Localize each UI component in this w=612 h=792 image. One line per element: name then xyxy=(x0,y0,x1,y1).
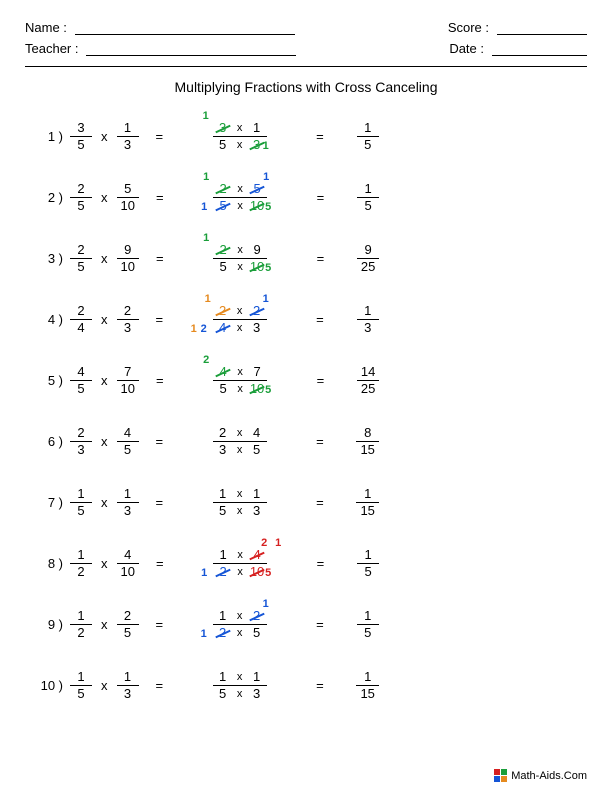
times-op: x xyxy=(101,434,108,449)
times-op: x xyxy=(101,495,108,510)
problem-number: 2 ) xyxy=(25,190,67,205)
problem-number: 1 ) xyxy=(25,129,67,144)
equals: = xyxy=(317,251,325,266)
answer: 15 xyxy=(338,120,398,153)
equals: = xyxy=(156,617,164,632)
answer: 13 xyxy=(338,303,398,336)
work-cell: 4x725 5x10 xyxy=(178,364,303,397)
problem-row: 1 ) 35 x 13 = 3x111 5x3 = 15 xyxy=(25,109,587,163)
times-op: x xyxy=(101,129,108,144)
equals: = xyxy=(317,556,325,571)
equals: = xyxy=(156,495,164,510)
equals: = xyxy=(317,373,325,388)
work-cell: 2x21112 4x3 xyxy=(177,303,302,336)
problem-number: 4 ) xyxy=(25,312,67,327)
footer-text: Math-Aids.Com xyxy=(511,770,587,782)
equals: = xyxy=(316,312,324,327)
problem-row: 4 ) 24 x 23 = 2x21112 4x3 = 13 xyxy=(25,292,587,346)
times-op: x xyxy=(101,556,108,571)
times-op: x xyxy=(101,190,108,205)
equals: = xyxy=(156,678,164,693)
problem-number: 9 ) xyxy=(25,617,67,632)
score-line xyxy=(497,34,587,35)
teacher-label: Teacher : xyxy=(25,41,78,56)
answer: 925 xyxy=(338,242,398,275)
equals: = xyxy=(316,434,324,449)
problem-row: 3 ) 25 x 910 = 2x915 5x10 = 925 xyxy=(25,231,587,285)
answer: 1425 xyxy=(338,364,398,397)
header-row-1: Name : Score : xyxy=(25,20,587,35)
name-label: Name : xyxy=(25,20,67,35)
times-op: x xyxy=(101,373,108,388)
problem-number: 10 ) xyxy=(25,678,67,693)
equals: = xyxy=(317,190,325,205)
problem-number: 3 ) xyxy=(25,251,67,266)
work-cell: 3x111 5x3 xyxy=(177,120,302,153)
equals: = xyxy=(156,251,164,266)
equals: = xyxy=(156,373,164,388)
problem-number: 6 ) xyxy=(25,434,67,449)
date-label: Date : xyxy=(449,41,484,56)
work-cell: 2x51115 5x10 xyxy=(178,181,303,214)
answer: 15 xyxy=(338,608,398,641)
answer: 115 xyxy=(338,669,398,702)
problems-container: 1 ) 35 x 13 = 3x111 5x3 = 15 2 ) 25 x 51… xyxy=(25,109,587,712)
times-op: x xyxy=(101,617,108,632)
work-cell: 1x211 2x5 xyxy=(177,608,302,641)
times-op: x xyxy=(101,251,108,266)
footer-icon xyxy=(494,769,507,782)
teacher-line xyxy=(86,55,296,56)
problem-row: 8 ) 12 x 410 = 1x42115 2x10 = 15 xyxy=(25,536,587,590)
answer: 15 xyxy=(338,547,398,580)
problem-row: 2 ) 25 x 510 = 2x51115 5x10 = 15 xyxy=(25,170,587,224)
problem-row: 9 ) 12 x 25 = 1x211 2x5 = 15 xyxy=(25,597,587,651)
problem-row: 10 ) 15 x 13 = 1x1 5x3 = 115 xyxy=(25,658,587,712)
work-cell: 2x915 5x10 xyxy=(178,242,303,275)
header-row-2: Teacher : Date : xyxy=(25,41,587,56)
date-field: Date : xyxy=(449,41,587,56)
equals: = xyxy=(156,556,164,571)
problem-row: 5 ) 45 x 710 = 4x725 5x10 = 1425 xyxy=(25,353,587,407)
work-cell: 1x1 5x3 xyxy=(177,486,302,519)
date-line xyxy=(492,55,587,56)
work-cell: 2x4 3x5 xyxy=(177,425,302,458)
equals: = xyxy=(156,312,164,327)
times-op: x xyxy=(101,312,108,327)
name-field: Name : xyxy=(25,20,295,35)
equals: = xyxy=(156,129,164,144)
score-field: Score : xyxy=(448,20,587,35)
equals: = xyxy=(156,190,164,205)
equals: = xyxy=(316,678,324,693)
problem-number: 8 ) xyxy=(25,556,67,571)
work-cell: 1x42115 2x10 xyxy=(178,547,303,580)
times-op: x xyxy=(101,678,108,693)
answer: 815 xyxy=(338,425,398,458)
teacher-field: Teacher : xyxy=(25,41,296,56)
problem-row: 6 ) 23 x 45 = 2x4 3x5 = 815 xyxy=(25,414,587,468)
score-label: Score : xyxy=(448,20,489,35)
work-cell: 1x1 5x3 xyxy=(177,669,302,702)
problem-row: 7 ) 15 x 13 = 1x1 5x3 = 115 xyxy=(25,475,587,529)
problem-number: 5 ) xyxy=(25,373,67,388)
equals: = xyxy=(316,129,324,144)
name-line xyxy=(75,34,295,35)
equals: = xyxy=(316,495,324,510)
equals: = xyxy=(156,434,164,449)
footer: Math-Aids.Com xyxy=(494,769,587,782)
worksheet-title: Multiplying Fractions with Cross Canceli… xyxy=(25,79,587,95)
answer: 15 xyxy=(338,181,398,214)
equals: = xyxy=(316,617,324,632)
divider xyxy=(25,66,587,67)
problem-number: 7 ) xyxy=(25,495,67,510)
answer: 115 xyxy=(338,486,398,519)
